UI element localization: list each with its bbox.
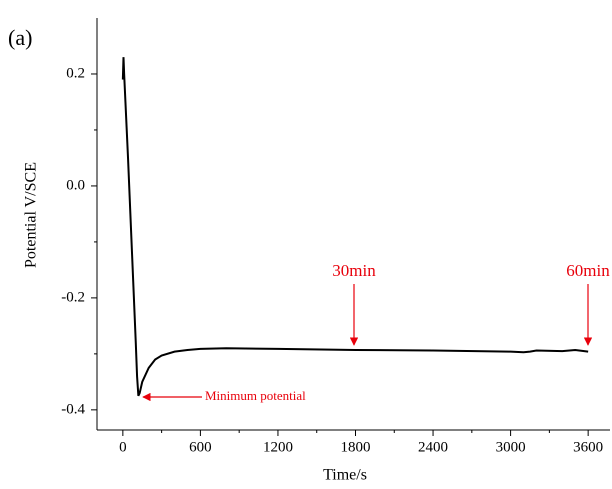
annotation: Minimum potential [205,388,306,403]
panel-label: (a) [8,25,32,50]
x-tick-label: 0 [119,439,127,455]
x-tick-label: 2400 [418,439,448,455]
x-tick-label: 1200 [263,439,293,455]
x-tick-label: 600 [189,439,212,455]
y-tick-label: 0.2 [66,65,85,81]
annotation: 60min [566,261,610,280]
y-axis-label: Potential V/SCE [23,162,40,268]
data-line [121,57,589,397]
x-tick-label: 3000 [496,439,526,455]
x-tick-label: 3600 [573,439,603,455]
x-axis-label: Time/s [323,467,367,484]
x-tick-label: 1800 [341,439,371,455]
y-tick-label: 0.0 [66,177,85,193]
y-tick-label: -0.2 [61,289,85,305]
y-tick-label: -0.4 [61,401,85,417]
annotation: 30min [332,261,376,280]
